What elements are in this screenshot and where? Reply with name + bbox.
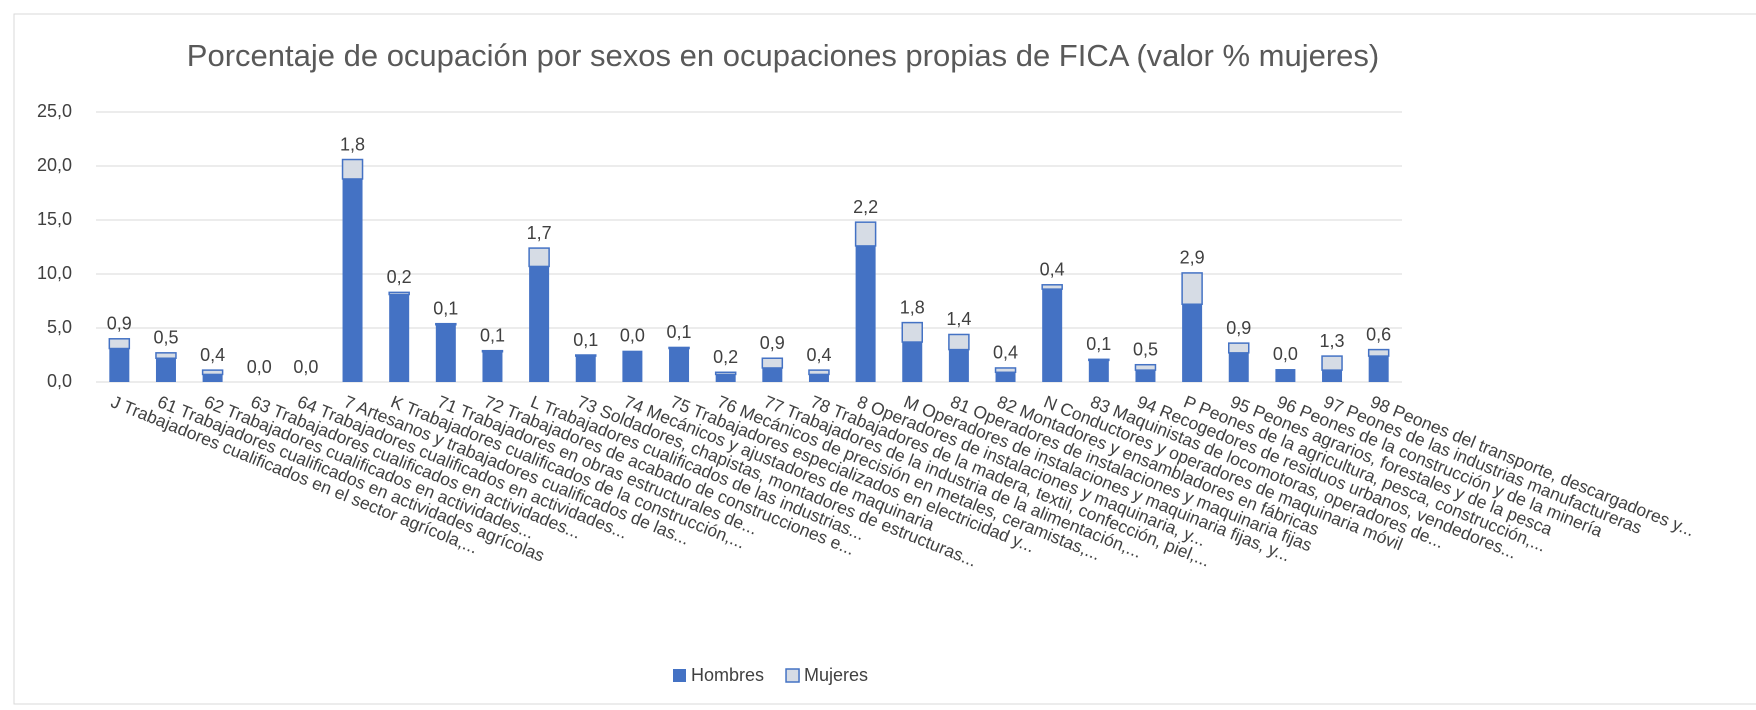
bar-segment [1368,356,1389,382]
bar-segment [155,352,177,359]
bar-segment [1134,363,1157,371]
bar-segment [529,266,550,382]
bar-segment [1135,370,1156,382]
bar-segment [1228,352,1249,382]
data-label: 1,8 [340,134,365,154]
bar-segment [808,374,829,382]
data-label: 1,4 [946,309,971,329]
data-label: 0,1 [1086,334,1111,354]
bar-segment [1041,284,1063,290]
bar-segment [575,354,597,357]
y-tick-label: 5,0 [47,317,72,337]
y-tick-label: 25,0 [37,101,72,121]
bar-segment [528,247,550,268]
bar-segment [155,358,176,382]
bar-segment [201,369,224,376]
bar-segment [1367,348,1390,357]
data-label: 0,9 [1226,318,1251,338]
bar-segment [948,349,969,382]
bar-segment [1181,272,1203,305]
bar-segment [854,221,877,247]
data-label: 0,0 [247,357,272,377]
bar-segment [995,372,1016,382]
bar-segment [482,351,503,382]
bar-segment [109,348,130,382]
data-label: 0,6 [1366,324,1391,344]
chart-title: Porcentaje de ocupación por sexos en ocu… [187,38,1379,73]
legend-swatch [785,668,800,683]
data-label: 0,4 [200,345,225,365]
bar-segment [342,178,363,382]
data-label: 0,1 [573,330,598,350]
y-tick-label: 10,0 [37,263,72,283]
bar-segment [761,357,784,369]
data-label: 1,7 [527,223,552,243]
data-label: 0,0 [1273,344,1298,364]
data-label: 0,9 [107,314,132,334]
bar-segment [994,367,1017,374]
data-label: 2,9 [1180,248,1205,268]
bar-segment [762,367,783,382]
data-label: 0,1 [667,322,692,342]
bar-segment [668,346,690,350]
bar-segment [481,349,504,353]
data-label: 0,2 [713,347,738,367]
data-label: 0,0 [620,325,645,345]
data-label: 0,5 [1133,339,1158,359]
bar-segment [388,291,410,296]
bar-segment [1182,304,1203,382]
data-label: 0,4 [806,345,831,365]
bar-segment [714,371,737,376]
data-label: 0,0 [293,357,318,377]
bar-segment [902,342,923,382]
data-label: 0,2 [387,267,412,287]
y-tick-label: 0,0 [47,371,72,391]
bar-segment [1042,289,1063,382]
bar-segment [808,369,830,376]
bar-segment [575,356,596,382]
bar-segment [435,322,457,326]
bar-segment [1088,360,1109,382]
bar-segment [1275,369,1296,382]
data-label: 0,5 [153,328,178,348]
legend-label: Mujeres [804,665,868,685]
bar-segment [202,374,223,382]
y-tick-label: 20,0 [37,155,72,175]
y-tick-label: 15,0 [37,209,72,229]
chart-border [13,13,1756,705]
bar-segment [948,333,970,351]
data-label: 0,1 [433,298,458,318]
bar-segment [855,245,876,382]
data-label: 1,8 [900,297,925,317]
bar-segment [1321,355,1343,371]
data-label: 2,2 [853,197,878,217]
bar-segment [435,324,456,382]
data-label: 0,4 [993,343,1018,363]
data-label: 0,1 [480,325,505,345]
bar-segment [622,350,643,382]
bar-segment [108,338,131,350]
data-label: 1,3 [1320,331,1345,351]
legend-swatch [673,669,686,682]
bar-segment [1088,358,1110,362]
legend-label: Hombres [691,665,764,685]
bar-segment [901,321,923,343]
bar-segment [341,158,364,180]
bar-segment [1322,370,1343,382]
bar-segment [389,294,410,382]
bar-segment [1228,342,1250,354]
bar-segment [669,348,690,382]
data-label: 0,9 [760,333,785,353]
data-label: 0,4 [1040,260,1065,280]
bar-segment [715,374,736,382]
